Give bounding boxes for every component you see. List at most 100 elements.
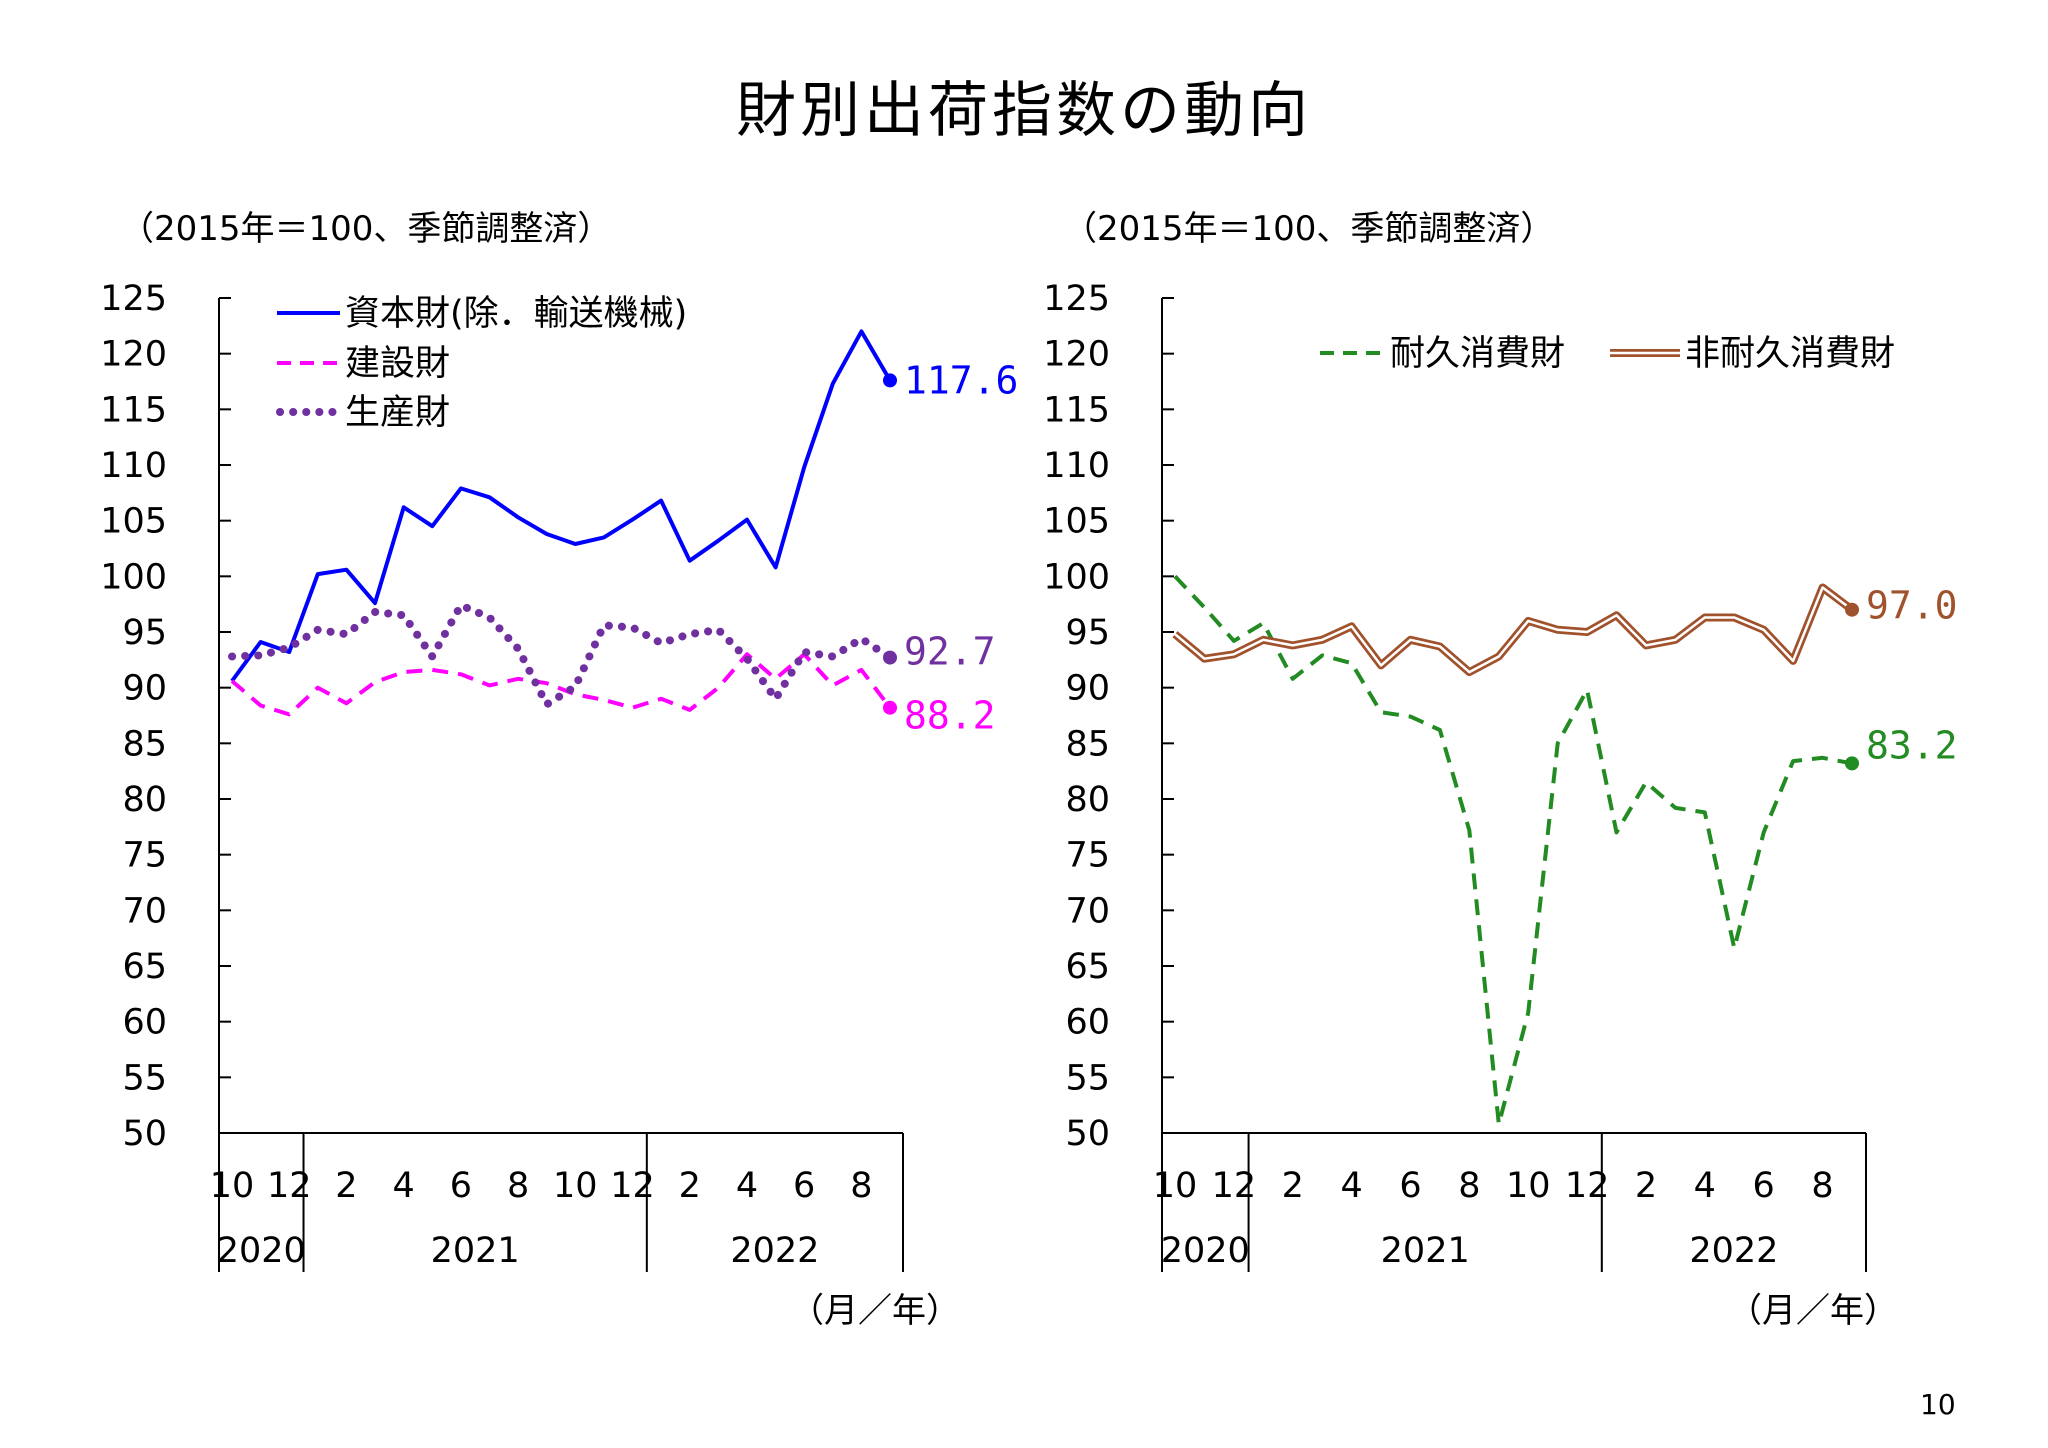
- x-tick-label: 6: [450, 1166, 472, 1206]
- series-group-right: 83.2 97.0: [1172, 574, 1958, 1127]
- x-tick-label: 12: [1565, 1166, 1610, 1206]
- series-line: [1173, 574, 1853, 1127]
- chart-consumer-goods: （2015年＝100、季節調整済） 125 120 115 110 105 100 95 90…: [1043, 209, 1957, 1331]
- x-tick-label: 10: [1506, 1166, 1551, 1206]
- y-axis-left: 125 120 115 110 105 100 95 90 85 80 75 70 65 60 55 50: [100, 279, 231, 1154]
- y-tick-label: 60: [1065, 1003, 1110, 1043]
- y-tick-label: 125: [1043, 279, 1110, 319]
- x-tick-label: 2: [679, 1166, 701, 1206]
- y-tick-label: 105: [100, 502, 167, 542]
- x-tick-label: 4: [1340, 1166, 1362, 1206]
- y-tick-label: 50: [1065, 1114, 1110, 1154]
- legend-right: 耐久消費財 非耐久消費財: [1320, 334, 1895, 374]
- y-tick-label: 70: [1065, 891, 1110, 931]
- x-tick-label: 4: [393, 1166, 415, 1206]
- y-tick-label: 125: [100, 279, 167, 319]
- y-tick-label: 120: [1043, 335, 1110, 375]
- y-tick-label: 115: [100, 390, 167, 430]
- series-end-marker: [1845, 756, 1859, 771]
- x-tick-label: 6: [1399, 1166, 1421, 1206]
- y-tick-label: 95: [1065, 613, 1110, 653]
- year-label: 2021: [431, 1231, 520, 1271]
- x-tick-label: 10: [1153, 1166, 1198, 1206]
- legend-label-durable: 耐久消費財: [1390, 334, 1565, 374]
- y-tick-label: 105: [1043, 502, 1110, 542]
- legend-label-nondurable: 非耐久消費財: [1685, 334, 1895, 374]
- x-tick-label: 4: [1694, 1166, 1716, 1206]
- y-tick-label: 110: [1043, 446, 1110, 486]
- page-title: 財別出荷指数の動向: [736, 76, 1312, 146]
- series-end-marker: [883, 650, 897, 665]
- x-tick-label: 2: [1635, 1166, 1657, 1206]
- series-end-marker: [883, 373, 897, 388]
- y-tick-label: 95: [122, 613, 167, 653]
- legend-label-construction: 建設財: [345, 344, 450, 384]
- x-tick-label: 6: [1753, 1166, 1775, 1206]
- x-tick-label: 6: [793, 1166, 815, 1206]
- series-end-marker: [883, 700, 897, 715]
- year-label: 2022: [730, 1231, 819, 1271]
- year-label: 2020: [217, 1231, 306, 1271]
- page-number: 10: [1920, 1388, 1956, 1421]
- y-tick-label: 60: [122, 1003, 167, 1043]
- unit-note-left: （2015年＝100、季節調整済）: [120, 209, 611, 249]
- year-label: 2020: [1161, 1231, 1250, 1271]
- y-tick-label: 55: [1065, 1058, 1110, 1098]
- series-end-label: 88.2: [904, 694, 996, 738]
- series-end-marker: [1845, 602, 1859, 617]
- x-tick-label: 12: [610, 1166, 655, 1206]
- x-tick-label: 12: [1212, 1166, 1257, 1206]
- y-tick-label: 80: [1065, 780, 1110, 820]
- y-tick-label: 115: [1043, 390, 1110, 430]
- x-tick-label: 8: [507, 1166, 529, 1206]
- y-tick-label: 55: [122, 1058, 167, 1098]
- y-tick-label: 70: [122, 891, 167, 931]
- x-tick-label: 8: [850, 1166, 872, 1206]
- x-tick-label: 2: [335, 1166, 357, 1206]
- series-group-left: 117.6 88.2 92.7: [228, 329, 1018, 738]
- y-tick-label: 85: [122, 724, 167, 764]
- y-axis-right: 125 120 115 110 105 100 95 90 85 80 75 70 65 60 55 50: [1043, 279, 1174, 1154]
- series-end-label: 97.0: [1866, 584, 1958, 628]
- y-tick-label: 120: [100, 335, 167, 375]
- x-tick-label: 4: [736, 1166, 758, 1206]
- series-line: [228, 601, 894, 709]
- series-end-label: 117.6: [904, 358, 1018, 402]
- x-axis-unit-right: （月／年）: [1728, 1291, 1898, 1331]
- y-tick-label: 75: [122, 836, 167, 876]
- y-tick-label: 90: [1065, 669, 1110, 709]
- y-tick-label: 100: [1043, 557, 1110, 597]
- series-line-inner: [1174, 586, 1853, 674]
- series-line: [230, 652, 892, 717]
- x-tick-label: 8: [1811, 1166, 1833, 1206]
- legend-label-producer: 生産財: [345, 393, 450, 433]
- series-end-label: 83.2: [1866, 723, 1958, 767]
- unit-note-right: （2015年＝100、季節調整済）: [1063, 209, 1554, 249]
- x-tick-label: 2: [1282, 1166, 1304, 1206]
- legend-label-capital: 資本財(除．輸送機械): [345, 294, 687, 334]
- chart-capital-construction-producer: （2015年＝100、季節調整済） 125 120 115 110 105 100 95 90…: [100, 209, 1018, 1331]
- y-tick-label: 80: [122, 780, 167, 820]
- x-axis-unit-left: （月／年）: [790, 1291, 960, 1331]
- series-end-label: 92.7: [904, 630, 996, 674]
- y-tick-label: 110: [100, 446, 167, 486]
- y-tick-label: 90: [122, 669, 167, 709]
- y-tick-label: 65: [1065, 947, 1110, 987]
- y-tick-label: 75: [1065, 836, 1110, 876]
- y-tick-label: 65: [122, 947, 167, 987]
- y-tick-label: 50: [122, 1114, 167, 1154]
- x-tick-label: 8: [1458, 1166, 1480, 1206]
- x-tick-label: 12: [267, 1166, 312, 1206]
- series-line: [230, 329, 892, 683]
- y-tick-label: 100: [100, 557, 167, 597]
- year-label: 2021: [1381, 1231, 1470, 1271]
- x-tick-label: 10: [553, 1166, 598, 1206]
- legend-left: 資本財(除．輸送機械) 建設財 生産財: [276, 294, 687, 433]
- y-tick-label: 85: [1065, 724, 1110, 764]
- year-label: 2022: [1689, 1231, 1778, 1271]
- series-line-outer: [1172, 583, 1855, 677]
- x-tick-label: 10: [210, 1166, 255, 1206]
